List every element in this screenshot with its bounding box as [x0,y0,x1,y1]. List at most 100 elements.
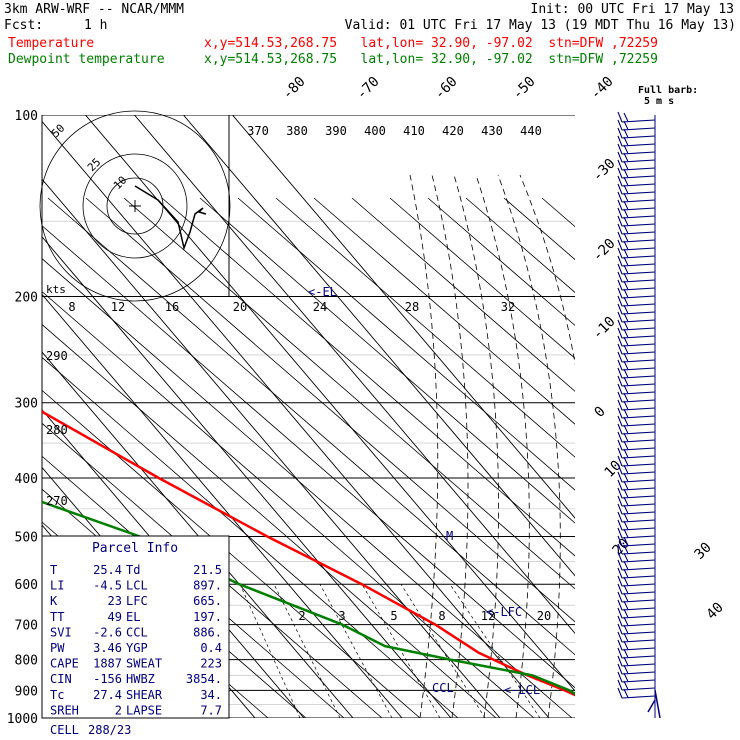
right-temperature-label: 10 [602,458,625,481]
temperature-location: x,y=514.53,268.75 lat,lon= 32.90, -97.02… [204,36,658,51]
dry-adiabat [42,389,421,718]
moist-adiabat [409,174,439,718]
mixing-ratio-line [273,584,341,718]
dewpoint-location: x,y=514.53,268.75 lat,lon= 32.90, -97.02… [204,52,658,67]
dry-adiabat [465,197,575,293]
wind-barb [617,479,656,491]
dry-adiabat [237,197,575,491]
wind-barb [617,567,656,579]
isotherm [42,120,550,718]
dry-adiabat [123,197,575,590]
wind-barb [617,399,656,411]
wind-barb [617,343,656,355]
parcel-cell: 897. [193,579,222,593]
wind-barb [617,503,656,515]
wind-barb [617,447,656,459]
theta-label: 390 [325,124,347,138]
pressure-tick-label: 600 [15,578,38,593]
moist-adiabat [475,174,530,718]
theta-label: 430 [481,124,503,138]
wind-barb [617,311,656,323]
wind-barb [617,255,656,267]
mixing-ratio-label: 12 [481,609,495,623]
right-temperature-label: 40 [704,600,727,623]
wind-barb [617,303,656,315]
wind-barb [617,335,656,347]
parcel-cell: CIN [50,672,72,686]
parcel-cell: LI [50,579,64,593]
dry-adiabat [313,197,575,425]
parcel-cell: T [50,563,57,577]
dry-adiabat [85,197,575,623]
wind-barb [617,511,656,523]
hodograph-unit: kts [46,283,66,296]
moist-adiabat [431,174,469,718]
wind-barb [617,351,656,363]
pressure-tick-label: 900 [15,684,38,699]
parcel-cell: SVI [50,625,72,639]
theta-label: 420 [442,124,464,138]
top-temperature-label: -50 [510,74,539,103]
theta-label: 440 [520,124,542,138]
parcel-cell: 0.4 [200,641,222,655]
parcel-cell: Tc [50,688,64,702]
parcel-cell: K [50,594,58,608]
wind-barb [617,111,656,123]
parcel-box-frame [41,535,230,719]
wind-barb [617,439,656,451]
hodograph-speed-label: 16 [165,300,179,314]
hodograph-speed-label: 12 [111,300,125,314]
mixing-ratio-label: 5 [390,609,397,623]
dry-adiabat [351,197,575,392]
top-temperature-label: -40 [588,74,617,103]
mixing-ratio-line [361,584,441,718]
parcel-cell: 21.5 [193,563,222,577]
pressure-tick-label: 200 [15,291,38,306]
hodograph-speed-label: 32 [501,300,515,314]
hodograph-ring [39,110,231,302]
dry-adiabat [42,258,573,718]
parcel-cell: 7.7 [200,703,222,717]
wind-barb [617,407,656,419]
parcel-title: Parcel Info [92,541,178,556]
theta-label: 410 [403,124,425,138]
parcel-cell: SWEAT [126,657,162,671]
theta-label: 370 [247,124,269,138]
parcel-cell: CAPE [50,657,79,671]
parcel-cell: -2.6 [93,625,122,639]
theta-label: 400 [364,124,386,138]
parcel-cell: 25.4 [93,563,122,577]
barb-legend-title: Full barb: [638,85,698,96]
parcel-cell: Td [126,563,140,577]
wind-barb [617,231,656,243]
wind-barb [617,647,656,659]
pressure-tick-label: 300 [15,397,38,412]
wind-barb [617,143,656,155]
dry-adiabat [199,197,575,524]
hodograph-ring [82,153,188,259]
dewpoint-line [42,500,575,696]
wind-barb [617,279,656,291]
pressure-tick-label: 400 [15,472,38,487]
wind-barb [617,631,656,643]
hodograph-ring-label: 25 [85,156,104,175]
forecast-label: Fcst: [4,18,44,33]
wind-barb [617,455,656,467]
wind-barb [617,639,656,651]
wind-barb [617,383,656,395]
isotherm [42,236,452,718]
wind-barb [617,327,656,339]
marker-lcl: <-LCL [504,683,540,697]
dry-adiabat [0,198,2,718]
marker-m: M [446,529,453,543]
parcel-cell: 197. [193,610,222,624]
right-temperature-label: -20 [590,236,619,265]
isotherm [0,115,10,718]
mixing-ratio-line [319,584,393,718]
wind-barb [617,415,656,427]
wind-barb [617,295,656,307]
isotherm [42,293,403,718]
parcel-cell: 49 [108,610,122,624]
moist-adiabat [519,174,575,366]
legend-dewpoint: Dewpoint temperature [8,52,165,67]
